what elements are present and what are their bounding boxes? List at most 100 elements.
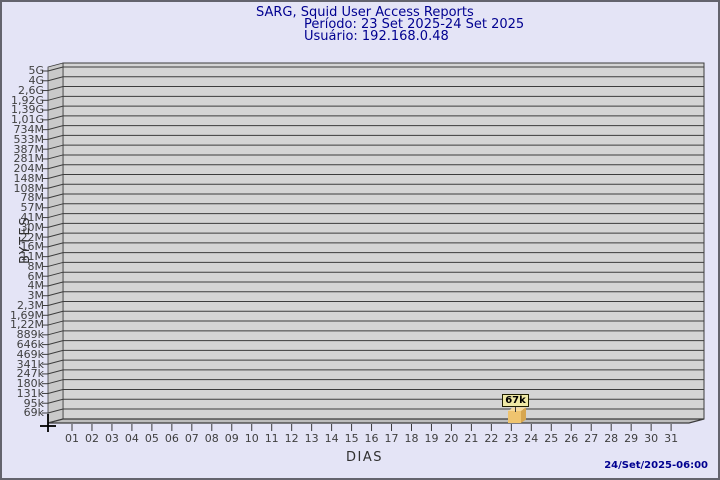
wall-tick — [47, 340, 64, 346]
x-axis-tick-label: 27 — [584, 432, 599, 445]
y-axis-tick-label: 2,6G — [17, 83, 44, 97]
wall-tick — [47, 379, 64, 385]
y-axis-tick-label: 57M — [20, 201, 45, 215]
y-axis-tick-label: 1,01G — [10, 113, 44, 127]
wall-tick — [47, 408, 64, 414]
x-axis-title: DIAS — [346, 450, 383, 465]
page-title: SARG, Squid User Access Reports — [256, 5, 474, 20]
wall-tick — [47, 115, 64, 121]
wall-tick — [47, 301, 64, 306]
wall-tick — [47, 193, 64, 199]
wall-tick — [47, 164, 64, 170]
y-axis-tick-label: 204M — [13, 162, 45, 176]
x-axis-tick-label: 16 — [364, 432, 379, 445]
wall-tick — [47, 359, 64, 365]
y-axis-title: BYTES — [18, 215, 33, 265]
x-axis-tick-label: 15 — [344, 432, 359, 445]
x-axis-tick-label: 20 — [444, 432, 459, 445]
y-axis-tick-label: 5G — [28, 64, 44, 78]
y-axis-tick-label: 78M — [20, 191, 45, 205]
y-axis-tick-label: 533M — [13, 132, 45, 146]
y-axis-tick-label: 41M — [20, 210, 45, 224]
wall-tick — [47, 174, 64, 179]
y-axis-tick-label: 1,69M — [10, 308, 44, 322]
y-axis-tick-label: 95k — [23, 396, 44, 410]
y-axis-tick-label: 1,92G — [10, 93, 44, 107]
axis-origin-cross — [40, 414, 56, 432]
x-axis-tick-label: 23 — [504, 432, 519, 445]
y-axis-tick-label: 16M — [20, 240, 45, 254]
x-axis-tick-label: 11 — [264, 432, 279, 445]
wall-tick — [47, 398, 64, 404]
y-axis-tick-label: 469k — [16, 347, 44, 361]
wall-tick — [47, 388, 64, 394]
x-axis-tick-label: 22 — [484, 432, 499, 445]
wall-tick — [47, 105, 64, 111]
y-axis-tick-label: 180k — [16, 377, 44, 391]
x-axis-tick-label: 08 — [204, 432, 219, 445]
y-axis-tick-label: 889k — [16, 328, 44, 342]
wall-tick — [47, 261, 64, 267]
y-axis-tick-label: 341k — [16, 357, 44, 371]
x-axis-tick-label: 31 — [664, 432, 679, 445]
wall-tick — [47, 369, 64, 375]
bar-top-face — [508, 407, 526, 411]
y-axis-tick-label: 2,3M — [17, 298, 44, 312]
x-axis-tick-label: 28 — [604, 432, 619, 445]
x-axis-tick-label: 10 — [244, 432, 259, 445]
wall-tick — [47, 154, 64, 160]
wall-tick — [47, 242, 64, 248]
x-axis-tick-label: 19 — [424, 432, 439, 445]
y-axis-tick-label: 22M — [20, 230, 45, 244]
wall-tick — [47, 86, 64, 92]
y-axis-tick-label: 247k — [16, 367, 44, 381]
chart-floor — [47, 418, 705, 424]
y-axis-tick-label: 1,22M — [10, 318, 44, 332]
x-axis-tick-label: 30 — [644, 432, 659, 445]
wall-tick — [47, 291, 64, 297]
wall-tick — [47, 281, 64, 287]
wall-tick — [47, 232, 64, 238]
y-axis-tick-label: 108M — [13, 181, 45, 195]
chart-back-wall — [62, 62, 705, 420]
bar-front-face — [508, 411, 521, 423]
bar-side-face — [521, 407, 526, 423]
wall-tick — [47, 183, 64, 189]
x-axis-tick-label: 24 — [524, 432, 539, 445]
x-axis-tick-label: 09 — [224, 432, 239, 445]
x-axis-tick-label: 17 — [384, 432, 399, 445]
y-axis-tick-label: 3M — [27, 289, 45, 303]
x-axis-tick-label: 01 — [65, 432, 79, 445]
wall-tick — [47, 213, 64, 219]
x-axis-tick-label: 07 — [184, 432, 199, 445]
y-axis-tick-label: 131k — [16, 386, 44, 400]
y-axis-tick-label: 8M — [27, 259, 45, 273]
y-axis-tick-label: 1,39G — [10, 103, 44, 117]
x-axis-tick-label: 21 — [464, 432, 479, 445]
x-axis-tick-label: 02 — [84, 432, 99, 445]
wall-tick — [47, 349, 64, 355]
y-axis-tick-label: 6M — [27, 269, 45, 283]
gridlines — [42, 66, 704, 414]
x-axis-tick-label: 25 — [544, 432, 559, 445]
wall-tick — [47, 95, 64, 101]
y-axis-tick-label: 4G — [28, 74, 44, 88]
x-axis-tick-label: 26 — [564, 432, 579, 445]
footer-timestamp: 24/Set/2025-06:00 — [604, 460, 708, 471]
x-axis-tick-label: 18 — [404, 432, 419, 445]
x-axis-tick-label: 05 — [144, 432, 159, 445]
wall-tick — [47, 320, 64, 326]
bar-value-callout: 67k — [502, 394, 529, 407]
y-axis-tick-label: 734M — [13, 123, 45, 137]
y-axis-tick-label: 148M — [13, 171, 45, 185]
y-axis-tick-label: 11M — [20, 250, 45, 264]
y-axis-tick-label: 69k — [23, 406, 44, 420]
y-axis-tick-label: 4M — [27, 279, 45, 293]
x-axis-tick-label: 14 — [324, 432, 339, 445]
x-axis-tick-label: 12 — [284, 432, 299, 445]
wall-tick — [47, 134, 64, 140]
report-user: Usuário: 192.168.0.48 — [304, 29, 449, 44]
wall-tick — [47, 222, 64, 228]
x-axis-ticks — [71, 424, 672, 431]
